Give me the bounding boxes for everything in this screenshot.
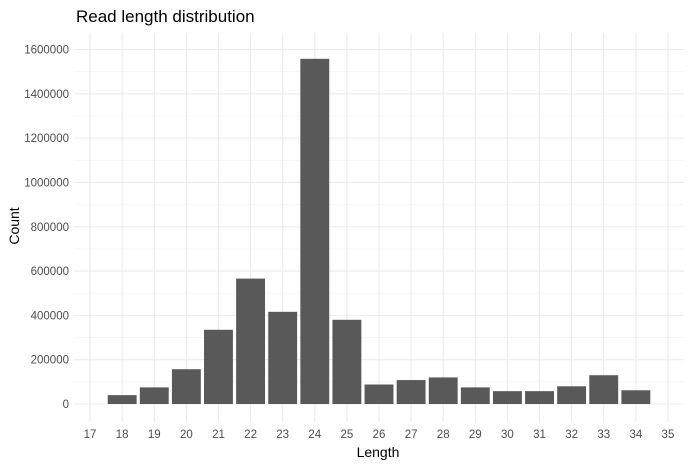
bar-32 xyxy=(557,386,587,404)
bar-34 xyxy=(621,390,651,404)
x-axis-title: Length xyxy=(357,444,400,460)
bar-29 xyxy=(460,387,490,404)
x-tick-label: 25 xyxy=(340,429,353,441)
bar-18 xyxy=(107,395,137,404)
x-tick-label: 22 xyxy=(244,429,257,441)
x-tick-label: 23 xyxy=(276,429,289,441)
x-tick-label: 27 xyxy=(405,429,418,441)
y-axis-title: Count xyxy=(6,207,22,244)
bar-23 xyxy=(268,311,298,404)
x-axis-ticks: 17 18 19 20 21 22 23 24 25 26 27 28 29 30 31 32 33 34 35 xyxy=(84,429,675,441)
x-tick-label: 19 xyxy=(148,429,161,441)
bar-33 xyxy=(589,375,619,404)
x-tick-label: 28 xyxy=(437,429,450,441)
x-tick-label: 21 xyxy=(212,429,225,441)
x-tick-label: 17 xyxy=(84,429,97,441)
bar-19 xyxy=(139,387,169,404)
x-tick-label: 32 xyxy=(565,429,578,441)
bars xyxy=(107,58,651,404)
grid xyxy=(74,33,684,422)
chart-title: Read length distribution xyxy=(76,7,255,26)
bar-20 xyxy=(171,369,201,404)
bar-25 xyxy=(332,319,362,404)
y-tick-label: 600000 xyxy=(31,266,69,278)
x-tick-label: 20 xyxy=(180,429,193,441)
y-tick-label: 1400000 xyxy=(24,89,69,101)
bar-31 xyxy=(525,391,554,404)
y-tick-label: 400000 xyxy=(31,310,69,322)
y-tick-label: 0 xyxy=(63,399,69,411)
x-tick-label: 33 xyxy=(597,429,610,441)
bar-30 xyxy=(492,391,522,404)
bar-22 xyxy=(236,278,266,404)
x-tick-label: 26 xyxy=(373,429,386,441)
bar-26 xyxy=(364,384,394,404)
bar-28 xyxy=(428,377,458,404)
x-tick-label: 29 xyxy=(469,429,482,441)
x-tick-label: 34 xyxy=(629,429,642,441)
y-tick-label: 800000 xyxy=(31,222,69,234)
bar-24 xyxy=(300,58,330,404)
y-tick-label: 1200000 xyxy=(24,133,69,145)
y-tick-label: 1000000 xyxy=(24,177,69,189)
y-tick-label: 1600000 xyxy=(24,45,69,57)
x-tick-label: 31 xyxy=(533,429,546,441)
x-tick-label: 35 xyxy=(662,429,675,441)
bar-21 xyxy=(204,329,233,404)
x-tick-label: 30 xyxy=(501,429,514,441)
x-tick-label: 24 xyxy=(308,429,321,441)
y-axis-ticks: 0 200000 400000 600000 800000 1000000 1200000 1… xyxy=(24,45,69,412)
y-tick-label: 200000 xyxy=(31,355,69,367)
bar-27 xyxy=(396,380,426,404)
x-tick-label: 18 xyxy=(116,429,129,441)
